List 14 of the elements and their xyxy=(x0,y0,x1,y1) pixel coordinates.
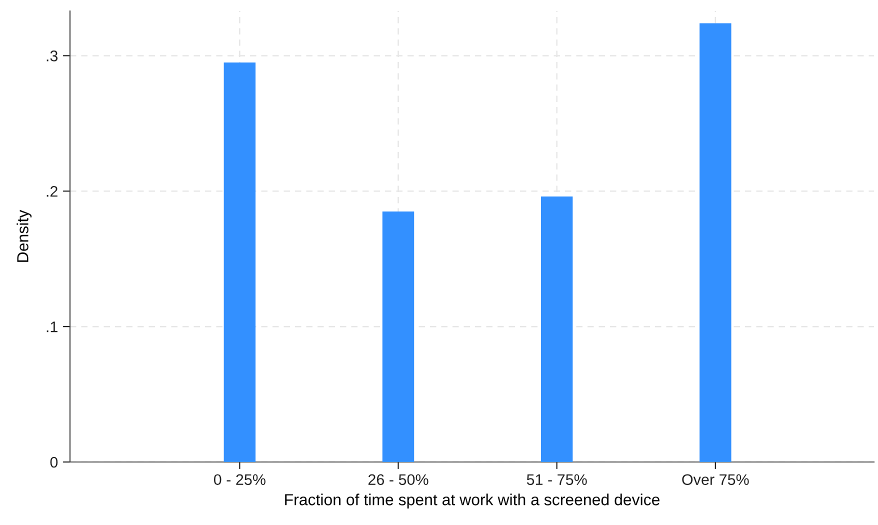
bar xyxy=(382,211,414,462)
bar xyxy=(224,62,256,462)
x-tick-label: 0 - 25% xyxy=(214,474,266,486)
x-axis-title: Fraction of time spent at work with a screened device xyxy=(285,494,660,508)
x-tick-label: 26 - 50% xyxy=(368,474,428,486)
y-tick-label: .2 xyxy=(46,186,58,197)
bar xyxy=(540,196,573,462)
y-tick-label: .1 xyxy=(46,322,58,332)
x-tick-label: 51 - 75% xyxy=(526,474,587,486)
y-tick-label: .3 xyxy=(46,50,58,62)
y-axis-title: Density xyxy=(16,210,32,262)
bar xyxy=(700,23,732,462)
x-tick-label: Over 75% xyxy=(682,474,749,486)
y-tick-label: 0 xyxy=(50,456,58,468)
